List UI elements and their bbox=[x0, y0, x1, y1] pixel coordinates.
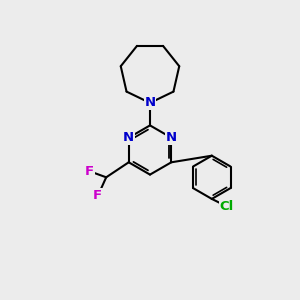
Text: F: F bbox=[85, 165, 94, 178]
Text: Cl: Cl bbox=[220, 200, 234, 213]
Text: N: N bbox=[144, 96, 156, 110]
Text: F: F bbox=[93, 189, 102, 203]
Text: N: N bbox=[166, 131, 177, 144]
Text: N: N bbox=[123, 131, 134, 144]
